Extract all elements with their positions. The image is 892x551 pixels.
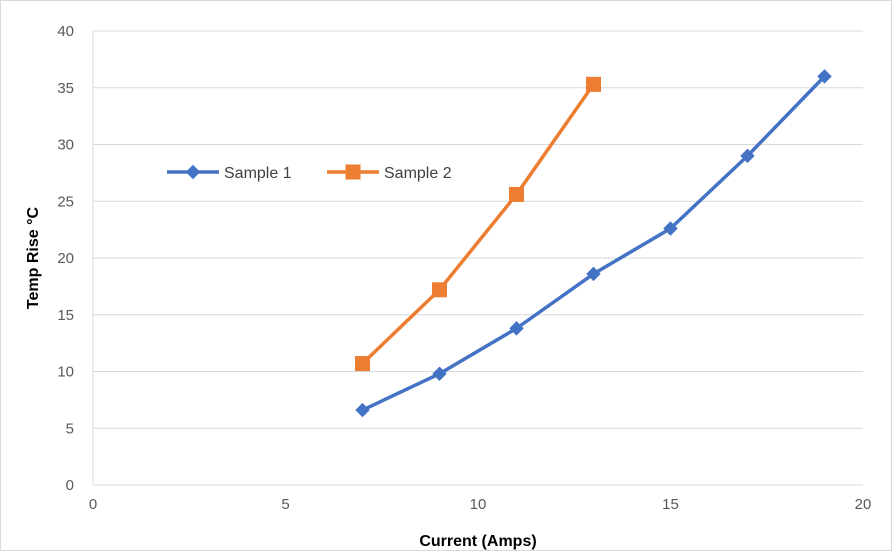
data-point-series-1 [432,366,447,381]
data-point-series-2 [586,76,601,92]
data-point-series-2 [432,282,447,298]
data-point-series-1 [509,321,524,336]
y-tick-label: 35 [57,80,74,97]
x-axis-title: Current (Amps) [419,533,536,550]
y-tick-label: 20 [57,250,74,267]
x-tick-label: 20 [855,496,872,513]
data-point-series-2 [509,186,524,202]
axis-layer: 0 5 10 15 20 25 30 35 40 0 5 10 15 20 [57,23,871,513]
data-point-series-1 [740,148,755,164]
data-point-series-1 [586,266,601,282]
legend-swatch-marker [185,164,201,180]
data-point-series-1 [355,402,370,418]
series-line-2 [361,83,595,365]
legend-label: Sample 1 [224,165,292,182]
data-point-series-1 [663,221,678,236]
legend-label: Sample 2 [384,165,452,182]
y-tick-label: 40 [57,23,74,40]
y-tick-label: 30 [57,137,74,154]
x-tick-label: 0 [89,496,97,513]
x-tick-label: 5 [281,496,289,513]
y-tick-label: 0 [66,477,74,494]
y-tick-label: 5 [66,420,74,437]
x-tick-label: 15 [662,496,679,513]
data-point-series-1 [817,69,832,84]
grid-layer [92,30,863,486]
y-axis-title: Temp Rise °C [25,206,42,309]
y-tick-label: 10 [57,364,74,381]
series-line-1 [361,75,826,412]
series-layer [355,69,832,418]
y-tick-label: 15 [57,307,74,324]
x-tick-label: 10 [470,496,487,513]
y-tick-label: 25 [57,193,74,210]
legend: Sample 1 Sample 2 [167,164,452,182]
legend-swatch-marker [345,164,361,180]
data-point-series-2 [355,356,370,372]
